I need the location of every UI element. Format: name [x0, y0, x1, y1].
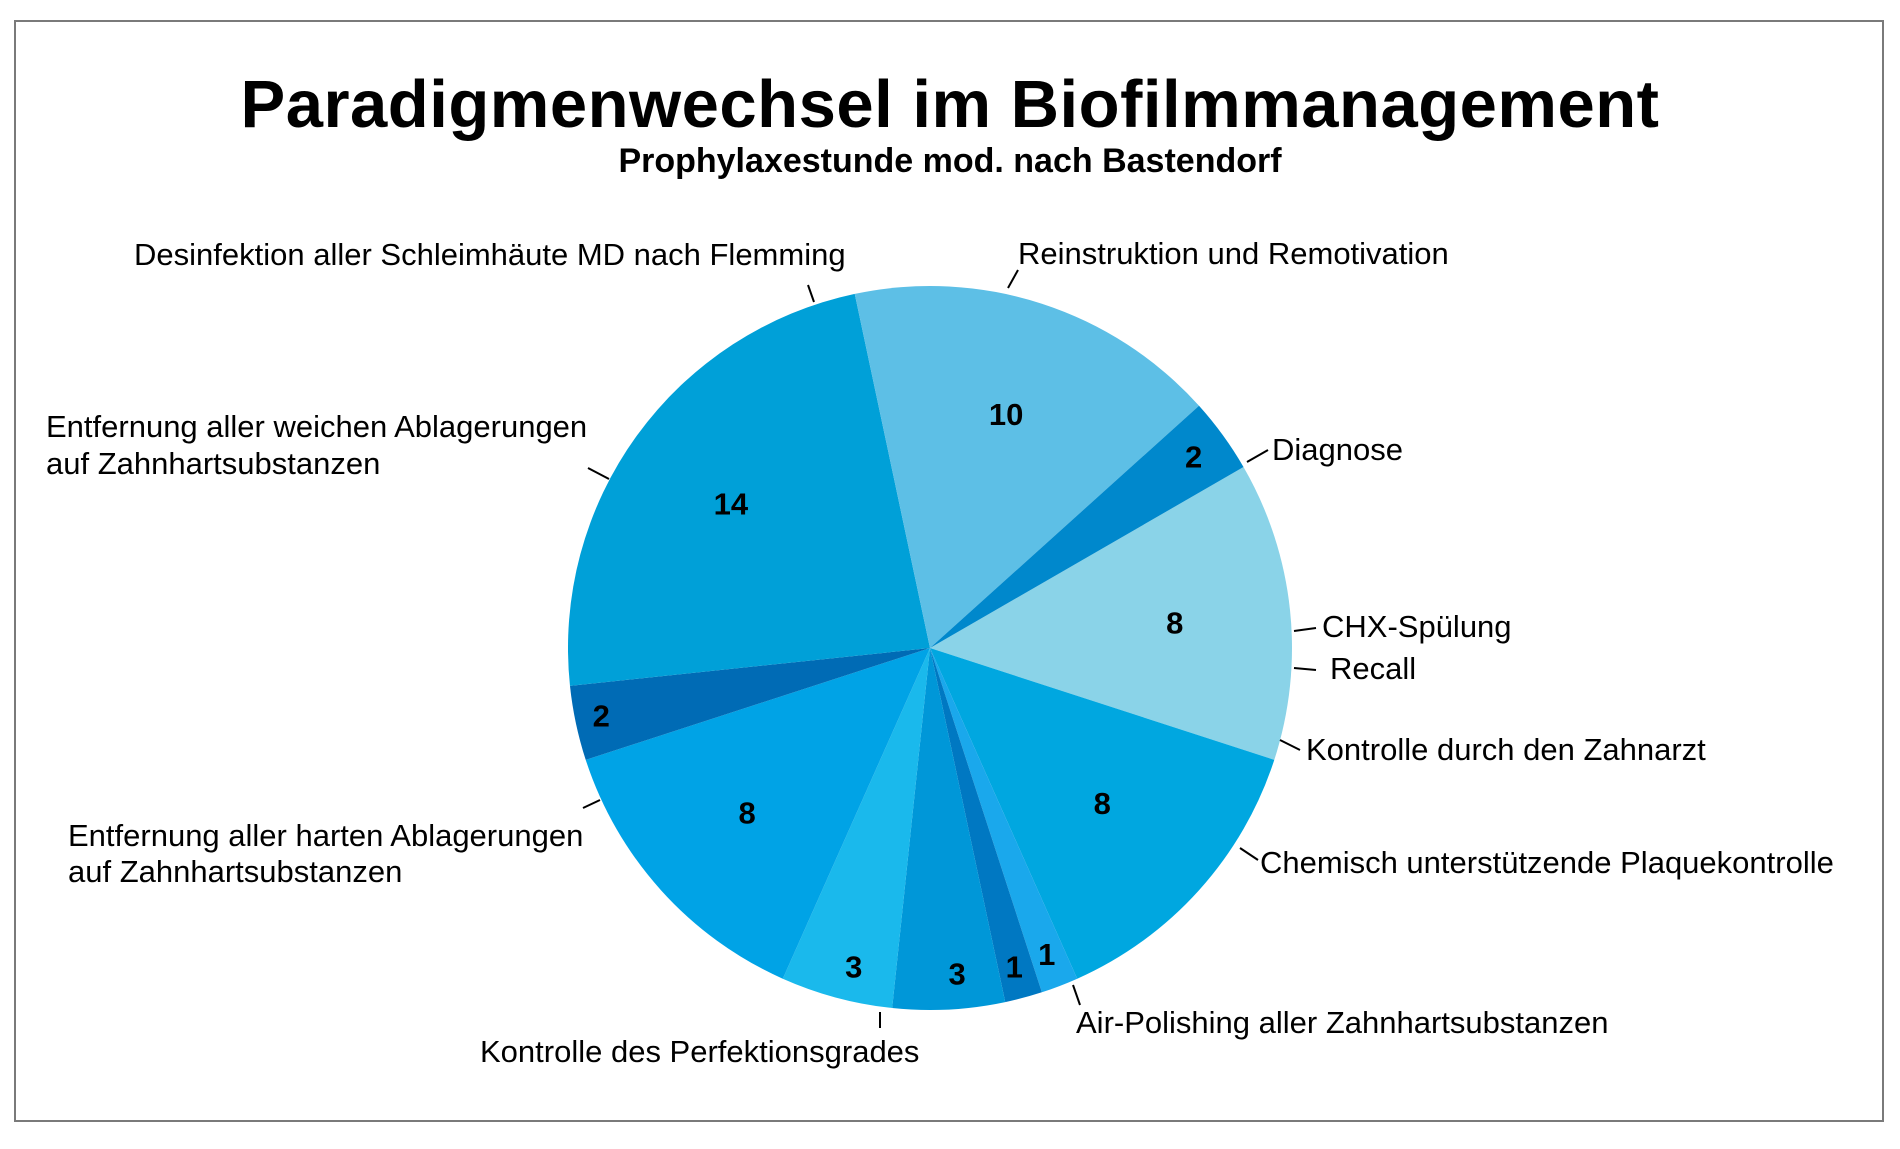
category-label-desinfektion-aller-schleimhaeute-md-nach-flemming: Desinfektion aller Schleimhäute MD nach …	[134, 237, 846, 272]
leader-line-reinstruktion-und-remotivation	[1007, 269, 1019, 289]
chart-subtitle: Prophylaxestunde mod. nach Bastendorf	[618, 142, 1282, 180]
category-label-entfernung-aller-weichen-ablagerungen-auf-zahnhartsubstanzen-line1: Entfernung aller weichen Ablagerungen	[46, 409, 587, 444]
pie-slice-desinfektion-aller-schleimhaeute-md-nach-flemming	[930, 405, 1244, 648]
category-label-kontrolle-des-perfektionsgrades: Kontrolle des Perfektionsgrades	[480, 1034, 919, 1069]
value-label-kontrolle-des-perfektionsgrades: 2	[593, 699, 610, 734]
leader-line-air-polishing-aller-zahnhartsubstanzen	[1072, 984, 1081, 1006]
value-label-recall: 1	[1006, 950, 1023, 985]
leader-line-diagnose	[1246, 449, 1269, 463]
value-label-desinfektion-aller-schleimhaeute-md-nach-flemming: 2	[1185, 440, 1202, 475]
value-label-entfernung-aller-weichen-ablagerungen-auf-zahnhartsubstanzen: 10	[989, 397, 1023, 432]
category-label-entfernung-aller-harten-ablagerungen-auf-zahnhartsubstanzen-line2: auf Zahnhartsubstanzen	[68, 854, 402, 889]
value-label-air-polishing-aller-zahnhartsubstanzen: 8	[738, 796, 755, 831]
pie-slice-reinstruktion-und-remotivation	[930, 467, 1292, 760]
category-label-recall: Recall	[1330, 651, 1416, 686]
category-label-chemisch-unterstuetzende-plaquekontrolle: Chemisch unterstützende Plaquekontrolle	[1260, 845, 1834, 880]
leader-line-recall	[1293, 667, 1317, 671]
pie-slice-diagnose	[930, 648, 1275, 979]
pie-slice-chemisch-unterstuetzende-plaquekontrolle	[782, 648, 930, 1009]
pie-slice-chx-spuelung	[930, 648, 1078, 993]
category-label-kontrolle-durch-den-zahnarzt: Kontrolle durch den Zahnarzt	[1306, 732, 1706, 767]
category-label-air-polishing-aller-zahnhartsubstanzen: Air-Polishing aller Zahnhartsubstanzen	[1076, 1005, 1608, 1040]
pie-slice-kontrolle-durch-den-zahnarzt	[892, 648, 1006, 1011]
pie-slice-recall	[930, 648, 1042, 1003]
value-label-entfernung-aller-harten-ablagerungen-auf-zahnhartsubstanzen: 14	[714, 486, 749, 521]
value-label-chx-spuelung: 1	[1038, 937, 1055, 972]
value-label-diagnose: 8	[1094, 786, 1111, 821]
value-label-reinstruktion-und-remotivation: 8	[1166, 605, 1183, 640]
leader-line-entfernung-aller-harten-ablagerungen-auf-zahnhartsubstanzen	[582, 799, 601, 809]
leader-line-chx-spuelung	[1293, 627, 1317, 632]
value-label-kontrolle-durch-den-zahnarzt: 3	[948, 956, 965, 991]
leader-line-entfernung-aller-weichen-ablagerungen-auf-zahnhartsubstanzen	[587, 467, 610, 480]
value-label-chemisch-unterstuetzende-plaquekontrolle: 3	[845, 950, 862, 985]
leader-line-chemisch-unterstuetzende-plaquekontrolle	[1239, 847, 1259, 861]
category-label-diagnose: Diagnose	[1272, 432, 1403, 467]
pie-slice-air-polishing-aller-zahnhartsubstanzen	[585, 648, 930, 979]
category-label-entfernung-aller-harten-ablagerungen-auf-zahnhartsubstanzen-line1: Entfernung aller harten Ablagerungen	[68, 818, 583, 853]
leader-line-desinfektion-aller-schleimhaeute-md-nach-flemming	[807, 284, 815, 303]
pie-slice-entfernung-aller-harten-ablagerungen-auf-zahnhartsubstanzen	[567, 293, 930, 686]
category-label-reinstruktion-und-remotivation: Reinstruktion und Remotivation	[1018, 236, 1449, 271]
category-label-chx-spuelung: CHX-Spülung	[1322, 609, 1512, 644]
chart-title: Paradigmenwechsel im Biofilmmanagement	[240, 67, 1660, 142]
leader-line-kontrolle-durch-den-zahnarzt	[1279, 739, 1301, 751]
pie-slice-entfernung-aller-weichen-ablagerungen-auf-zahnhartsubstanzen	[854, 285, 1200, 648]
pie-slice-kontrolle-des-perfektionsgrades	[569, 648, 930, 760]
category-label-entfernung-aller-weichen-ablagerungen-auf-zahnhartsubstanzen-line2: auf Zahnhartsubstanzen	[46, 446, 380, 481]
